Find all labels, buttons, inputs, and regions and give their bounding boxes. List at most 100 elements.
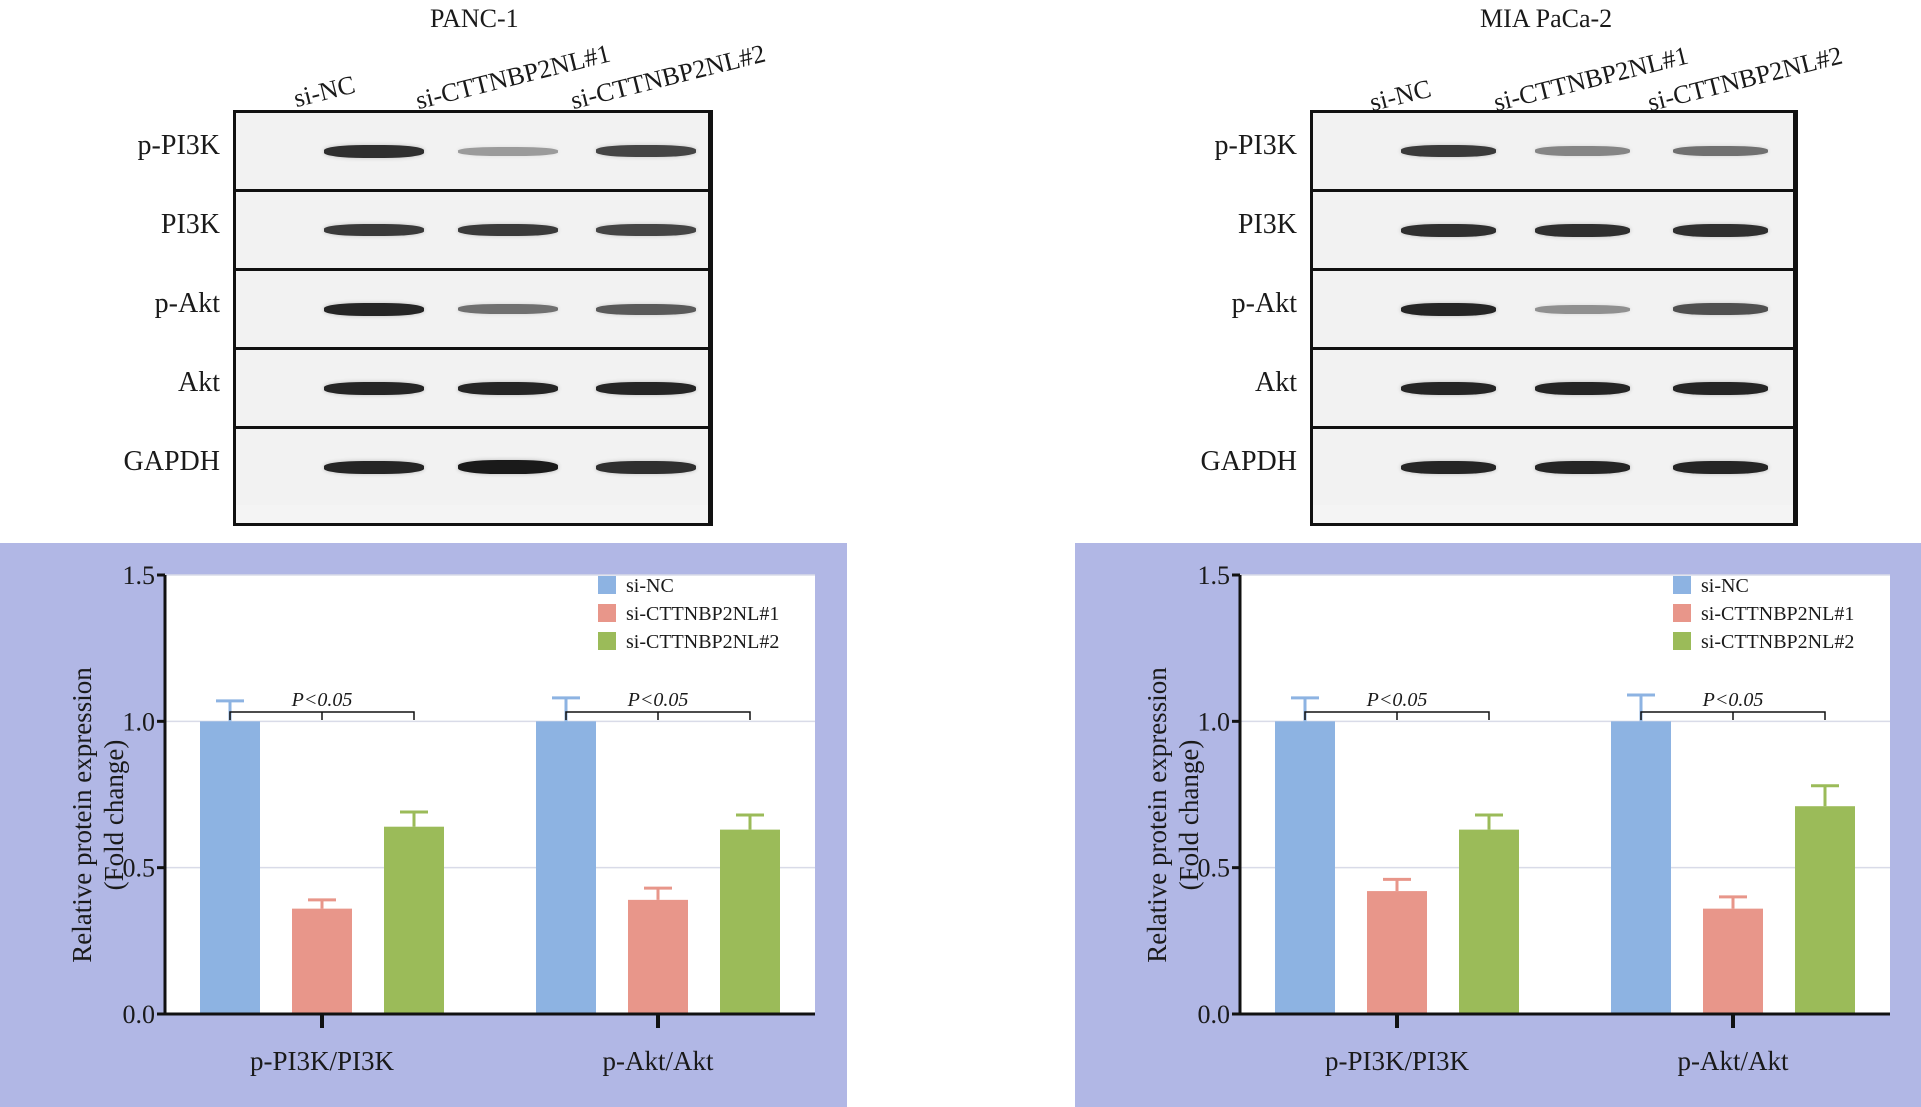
blot-band bbox=[1673, 146, 1768, 156]
bar-chart-panc1: 0.0 0.5 1.0 1.5 P<0.05 p-PI3K/PI3K P<0.05 p-Akt… bbox=[123, 561, 815, 1076]
bar bbox=[1611, 721, 1671, 1014]
blot-band bbox=[1401, 302, 1496, 316]
blot-band bbox=[1401, 460, 1496, 474]
y-tick-label: 0.0 bbox=[123, 1000, 156, 1029]
blot-strip bbox=[1313, 429, 1793, 505]
significance-label: P<0.05 bbox=[627, 689, 689, 711]
western-blot-panc1 bbox=[233, 110, 713, 526]
legend-label: si-NC bbox=[1701, 575, 1749, 597]
blot-band bbox=[1535, 146, 1630, 156]
blot-band bbox=[596, 381, 696, 395]
blot-band bbox=[1535, 304, 1630, 314]
x-tick-label: p-Akt/Akt bbox=[1678, 1046, 1789, 1076]
x-tick-label: p-PI3K/PI3K bbox=[1325, 1046, 1470, 1076]
blot-band bbox=[324, 381, 424, 395]
blot-band bbox=[596, 224, 696, 236]
blot-band bbox=[596, 145, 696, 157]
blot-band bbox=[1535, 381, 1630, 395]
blot-band bbox=[1673, 460, 1768, 474]
blot-band bbox=[324, 144, 424, 158]
blot-row-label: GAPDH bbox=[1200, 446, 1297, 477]
legend-label: si-CTTNBP2NL#1 bbox=[1701, 603, 1854, 625]
legend-swatch bbox=[1673, 604, 1691, 622]
western-blot-miapaca2 bbox=[1310, 110, 1798, 526]
bar-chart-panel-panc1: Relative protein expression (Fold change… bbox=[0, 543, 847, 1107]
panel-title-miapaca2: MIA PaCa-2 bbox=[1480, 4, 1613, 33]
blot-row-label: p-PI3K bbox=[137, 130, 220, 161]
blot-row-label: GAPDH bbox=[123, 446, 220, 477]
y-tick-label: 1.0 bbox=[123, 707, 156, 736]
blot-band bbox=[324, 460, 424, 474]
blot-row-label: p-Akt bbox=[154, 288, 220, 319]
blot-row-label: PI3K bbox=[160, 209, 220, 240]
blot-band bbox=[1673, 303, 1768, 315]
x-tick-label: p-PI3K/PI3K bbox=[250, 1046, 395, 1076]
blot-strip bbox=[236, 192, 708, 271]
significance-label: P<0.05 bbox=[1366, 689, 1428, 711]
bar bbox=[720, 829, 780, 1014]
blot-strip bbox=[1313, 350, 1793, 429]
blot-band bbox=[596, 303, 696, 315]
blot-band bbox=[324, 302, 424, 316]
significance-bracket bbox=[229, 711, 415, 720]
blot-band bbox=[1401, 145, 1496, 157]
blot-band bbox=[1673, 381, 1768, 395]
blot-row-label: p-PI3K bbox=[1214, 130, 1297, 161]
blot-band bbox=[458, 381, 558, 395]
blot-band bbox=[596, 460, 696, 474]
legend-swatch bbox=[1673, 632, 1691, 650]
panel-title-panc1: PANC-1 bbox=[430, 4, 519, 33]
blot-row-label: p-Akt bbox=[1231, 288, 1297, 319]
y-tick-label: 1.0 bbox=[1198, 707, 1231, 736]
blot-row-label: Akt bbox=[178, 367, 220, 398]
plot-area bbox=[165, 575, 815, 1014]
x-tick-label: p-Akt/Akt bbox=[603, 1046, 714, 1076]
blot-band bbox=[1401, 381, 1496, 395]
blot-band bbox=[458, 224, 558, 236]
blot-strip bbox=[236, 429, 708, 505]
significance-label: P<0.05 bbox=[291, 689, 353, 711]
bar bbox=[1795, 806, 1855, 1014]
legend-swatch bbox=[598, 632, 616, 650]
blot-band bbox=[1401, 223, 1496, 237]
blot-strip bbox=[1313, 271, 1793, 350]
y-tick-label: 1.5 bbox=[123, 561, 156, 590]
significance-bracket bbox=[565, 711, 751, 720]
bar bbox=[1703, 908, 1763, 1014]
legend-label: si-CTTNBP2NL#2 bbox=[626, 631, 779, 653]
blot-band bbox=[1535, 460, 1630, 474]
bar bbox=[1459, 829, 1519, 1014]
bar bbox=[292, 908, 352, 1014]
legend-swatch bbox=[598, 576, 616, 594]
blot-strip bbox=[236, 350, 708, 429]
bar bbox=[200, 721, 260, 1014]
blot-band bbox=[458, 460, 558, 474]
blot-strip bbox=[1313, 192, 1793, 271]
legend-label: si-CTTNBP2NL#1 bbox=[626, 603, 779, 625]
y-tick-label: 0.5 bbox=[1198, 854, 1231, 883]
blot-strip bbox=[236, 113, 708, 192]
blot-row-label: Akt bbox=[1255, 367, 1297, 398]
significance-bracket bbox=[1640, 711, 1826, 720]
bar bbox=[384, 826, 444, 1014]
legend-label: si-CTTNBP2NL#2 bbox=[1701, 631, 1854, 653]
y-tick-label: 1.5 bbox=[1198, 561, 1231, 590]
bar bbox=[1275, 721, 1335, 1014]
legend-label: si-NC bbox=[626, 575, 674, 597]
blot-band bbox=[1535, 223, 1630, 237]
blot-band bbox=[1673, 223, 1768, 237]
legend-swatch bbox=[598, 604, 616, 622]
blot-band bbox=[458, 146, 558, 156]
blot-band bbox=[458, 304, 558, 314]
plot-area bbox=[1240, 575, 1890, 1014]
blot-strip bbox=[1313, 113, 1793, 192]
significance-bracket bbox=[1304, 711, 1490, 720]
bar bbox=[1367, 891, 1427, 1014]
bar bbox=[536, 721, 596, 1014]
y-tick-label: 0.5 bbox=[123, 854, 156, 883]
bar bbox=[628, 899, 688, 1014]
bar-chart-miapaca2: 0.0 0.5 1.0 1.5 P<0.05 p-PI3K/PI3K P<0.05 p-Akt… bbox=[1198, 561, 1890, 1076]
blot-band bbox=[324, 224, 424, 236]
bar-chart-panel-miapaca2: Relative protein expression (Fold change… bbox=[1075, 543, 1921, 1107]
lane-label: si-NC bbox=[290, 69, 359, 114]
